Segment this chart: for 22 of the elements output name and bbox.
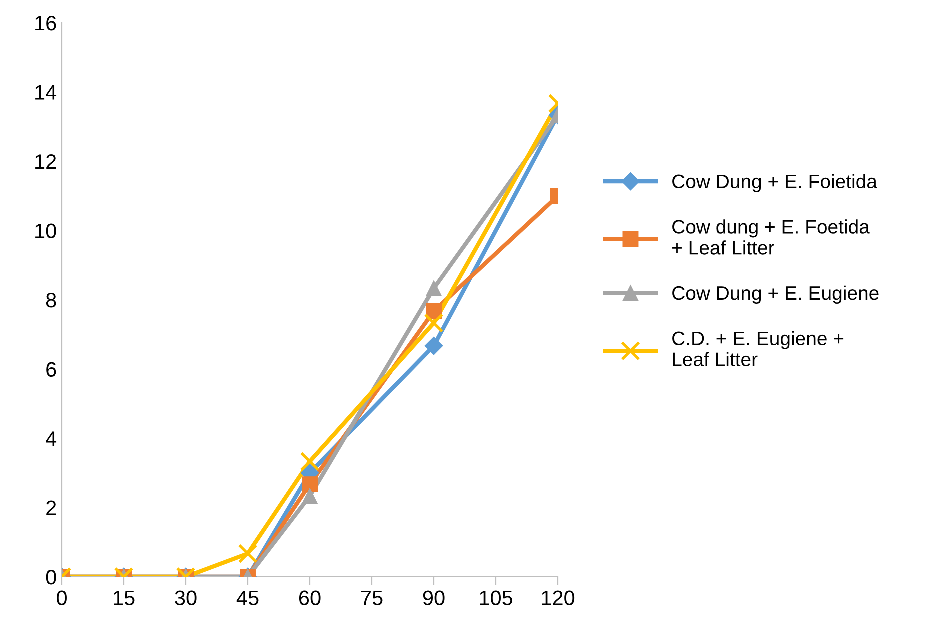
x-tick-label: 30	[175, 590, 197, 606]
legend-label: Cow Dung + E. Foietida	[672, 174, 878, 192]
y-tick-label: 4	[46, 432, 57, 446]
legend-label: Cow Dung + E. Eugiene	[672, 286, 879, 304]
y-tick-label: 8	[46, 293, 56, 308]
y-tick-label: 16	[36, 16, 56, 31]
y-tick-label: 14	[36, 85, 57, 100]
y-tick-label: 2	[46, 500, 56, 516]
x-tick-label: 75	[361, 590, 383, 606]
y-tick-label: 10	[36, 224, 56, 239]
y-tick-label: 12	[36, 154, 56, 170]
x-tick-label: 105	[480, 590, 513, 606]
y-tick-label: 6	[46, 362, 56, 378]
x-tick-label: 0	[57, 590, 67, 606]
x-tick-label: 90	[423, 590, 445, 606]
legend-label: Cow dung + E. Foetida + Leaf Litter	[672, 220, 870, 255]
x-tick-label: 60	[299, 590, 321, 606]
x-tick-label: 120	[542, 590, 575, 606]
y-tick-label: 0	[46, 570, 56, 585]
x-tick-label: 15	[114, 590, 135, 606]
legend-label: C.D. + E. Eugiene + Leaf Litter	[672, 331, 844, 366]
x-tick-label: 45	[236, 590, 259, 606]
